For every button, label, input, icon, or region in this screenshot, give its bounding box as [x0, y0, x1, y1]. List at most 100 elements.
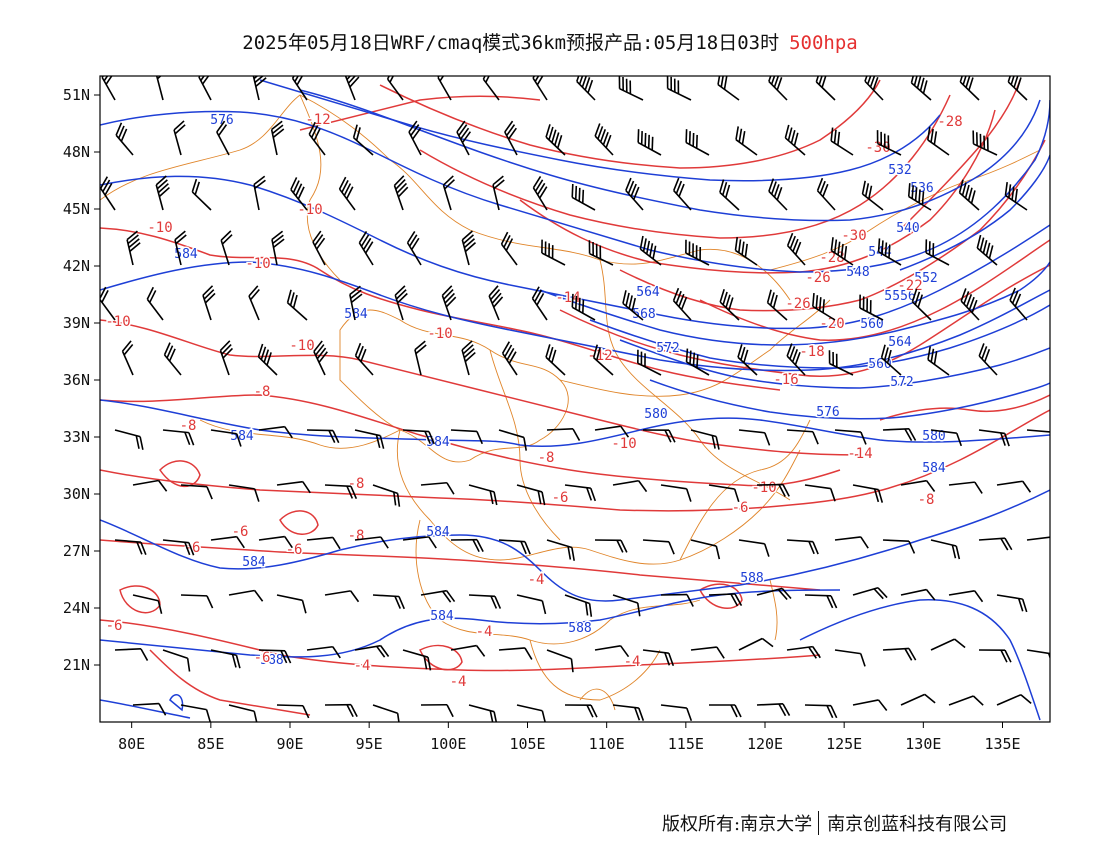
- temperature-contour-label: -8: [348, 476, 365, 492]
- temperature-contour-label: -6: [552, 490, 569, 506]
- wind-barb: [101, 76, 116, 101]
- wind-barb: [756, 483, 790, 497]
- wind-barb: [545, 124, 566, 156]
- wind-barb: [911, 288, 932, 321]
- wind-barb: [354, 429, 385, 449]
- wind-barb: [450, 429, 484, 445]
- wind-barb: [253, 175, 266, 211]
- wind-barb: [672, 177, 692, 211]
- wind-barb: [248, 285, 260, 321]
- wind-barb: [930, 638, 966, 651]
- wind-barb: [976, 234, 998, 266]
- wind-barb: [637, 349, 662, 376]
- wind-barb: [132, 479, 168, 492]
- temperature-contour-label: -26: [805, 270, 830, 286]
- temperature-contour-label: -4: [476, 624, 493, 640]
- wind-barb: [738, 539, 770, 557]
- temperature-contour-label: -10: [611, 436, 636, 452]
- wind-barb: [672, 287, 692, 321]
- wind-barb: [372, 704, 401, 722]
- wind-barb: [516, 484, 546, 506]
- wind-barb: [978, 649, 1012, 663]
- temperature-contour-label: -8: [918, 492, 935, 508]
- height-contour-label: 548: [846, 265, 869, 280]
- wind-barb: [660, 704, 693, 721]
- wind-barb: [492, 175, 505, 211]
- wind-barb: [816, 177, 836, 211]
- height-contour-label: 572: [656, 341, 679, 356]
- wind-barb: [900, 588, 936, 601]
- temperature-contour-label: -10: [297, 202, 322, 218]
- wind-barb: [306, 429, 340, 444]
- temperature-contour-label: -6: [286, 542, 303, 558]
- wind-barb: [852, 484, 884, 503]
- temperature-contour-label: -30: [841, 228, 866, 244]
- height-contour-label: 588: [740, 571, 763, 586]
- wind-barb: [228, 704, 258, 722]
- wind-barb: [461, 340, 476, 376]
- wind-barb: [859, 294, 884, 321]
- temperature-contour-label: -10: [245, 256, 270, 272]
- temperature-contour-label: -28: [819, 250, 844, 266]
- wind-barb: [456, 120, 472, 156]
- wind-barb: [468, 484, 498, 506]
- wind-barb: [948, 695, 984, 706]
- wind-barb: [546, 539, 575, 561]
- height-contour-label: 536: [910, 181, 933, 196]
- height-contour-label: 564: [888, 335, 912, 350]
- wind-barb: [830, 237, 854, 266]
- wind-barb: [978, 537, 1013, 551]
- wind-barb: [719, 179, 740, 211]
- credit-owner: 版权所有:南京大学: [662, 814, 813, 835]
- wind-barb: [880, 344, 902, 376]
- wind-barb: [737, 344, 758, 376]
- height-contour-label: 584: [230, 429, 254, 444]
- temperature-contour-label: -10: [289, 338, 314, 354]
- wind-barb: [930, 429, 963, 447]
- wind-barb: [441, 285, 457, 321]
- wind-barb: [594, 539, 628, 553]
- latitude-axis: 51N 48N 45N 42N 39N 36N 33N 30N 27N 24N 21N: [63, 86, 100, 674]
- wind-barb: [155, 76, 169, 101]
- wind-barb: [1007, 76, 1028, 101]
- wind-barb: [306, 536, 341, 550]
- wind-barb: [978, 343, 998, 376]
- height-contour-label: 584: [426, 525, 450, 540]
- wind-barb: [402, 649, 432, 671]
- wind-barb: [406, 230, 422, 266]
- wind-barb: [930, 539, 961, 560]
- wind-barb: [504, 120, 518, 156]
- height-contour-label: 584: [430, 609, 454, 624]
- wind-barb: [114, 648, 149, 661]
- wind-barb: [642, 539, 675, 555]
- wind-barb: [612, 479, 648, 493]
- lon-tick-label: 135E: [984, 735, 1020, 753]
- lon-tick-label: 115E: [668, 735, 704, 753]
- wind-barb: [450, 644, 486, 657]
- height-contour-label: 576: [210, 113, 233, 128]
- wind-barb: [372, 594, 405, 610]
- wind-barb: [163, 342, 182, 376]
- wind-barb: [834, 649, 866, 667]
- wind-barb: [834, 429, 867, 445]
- lat-tick-label: 39N: [63, 314, 90, 332]
- wind-barb: [210, 429, 242, 447]
- wind-barb: [313, 340, 328, 376]
- wind-barb: [571, 183, 596, 211]
- wind-barb: [996, 693, 1032, 706]
- lon-tick-label: 90E: [276, 735, 303, 753]
- wind-barb: [637, 129, 662, 156]
- temperature-contour-label: -14: [555, 290, 580, 306]
- wind-barb: [738, 637, 774, 651]
- wind-barb: [927, 126, 950, 156]
- wind-barb: [270, 120, 285, 156]
- wind-barb: [220, 230, 233, 266]
- wind-barb: [958, 179, 980, 211]
- wind-barb: [546, 428, 581, 441]
- wind-barb: [402, 536, 437, 549]
- wind-barb: [252, 76, 267, 101]
- wind-barb: [719, 288, 740, 321]
- wind-barb: [546, 649, 574, 673]
- map-title: 2025年05月18日WRF/cmaq模式36km预报产品:05月18日03时 5…: [0, 28, 1100, 55]
- temperature-contour-label: -26: [785, 296, 810, 312]
